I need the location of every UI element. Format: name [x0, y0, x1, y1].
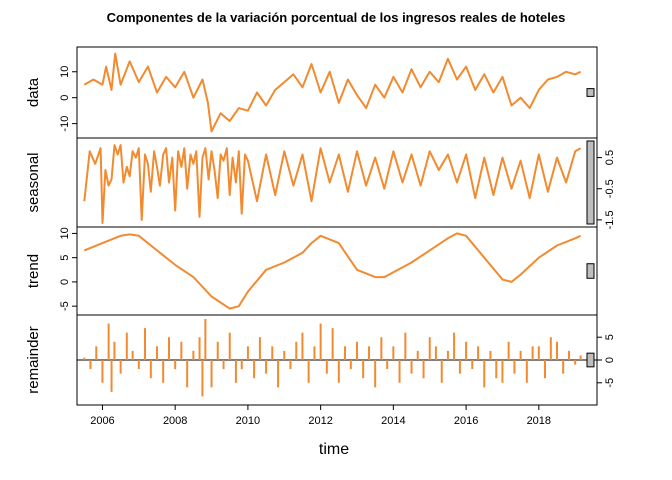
- y-tick-label: -0.5: [604, 179, 616, 198]
- panel-label-data: data: [25, 77, 42, 107]
- panel-data: -10 0 10 data: [25, 46, 598, 139]
- series-line-data: [83, 52, 582, 133]
- panel-remainder: 5 0 -5 remainder: [25, 314, 616, 406]
- scale-bar: [586, 140, 595, 225]
- y-tick-label: -10: [59, 116, 71, 132]
- y-tick-label: 0: [59, 95, 71, 101]
- y-tick-label: 10: [59, 227, 71, 239]
- chart-title: Componentes de la variación porcentual d…: [107, 10, 566, 25]
- y-tick-label: 5: [59, 255, 71, 261]
- y-tick-label: -5: [59, 301, 71, 311]
- series-line-trend: [83, 232, 582, 310]
- scale-bar: [586, 88, 595, 97]
- y-tick-label: 0: [604, 357, 616, 363]
- panel-frame: [76, 226, 598, 316]
- x-tick-label: 2006: [90, 415, 114, 427]
- x-axis: 2006 2008 2010 2012 2014 2016 2018: [90, 405, 551, 427]
- y-tick-label: 10: [59, 66, 71, 78]
- x-tick-label: 2010: [236, 415, 260, 427]
- panel-label-trend: trend: [25, 254, 42, 288]
- panel-frame: [76, 46, 598, 139]
- x-tick-label: 2018: [527, 415, 551, 427]
- panel-seasonal: 0.5 -0.5 -1.5 seasonal: [25, 137, 616, 229]
- panel-trend: 10 5 0 -5 trend: [25, 226, 598, 316]
- y-tick-label: 0: [59, 279, 71, 285]
- x-tick-label: 2012: [308, 415, 332, 427]
- x-axis-label: time: [319, 441, 349, 458]
- scale-bar: [586, 263, 595, 279]
- y-tick-label: -1.5: [604, 210, 616, 229]
- scale-bar: [586, 352, 595, 368]
- y-tick-label: -5: [604, 378, 616, 388]
- x-tick-label: 2014: [381, 415, 405, 427]
- x-tick-label: 2016: [454, 415, 478, 427]
- panels-group: -10 0 10 data 0.5 -0.5 -1.5 seasonal 10 5 0 -5 trend…: [25, 46, 616, 406]
- y-tick-label: 0.5: [604, 150, 616, 165]
- panel-label-remainder: remainder: [25, 326, 42, 394]
- series-line-seasonal: [83, 144, 582, 224]
- panel-label-seasonal: seasonal: [25, 152, 42, 212]
- y-tick-label: 5: [604, 334, 616, 340]
- x-tick-label: 2008: [163, 415, 187, 427]
